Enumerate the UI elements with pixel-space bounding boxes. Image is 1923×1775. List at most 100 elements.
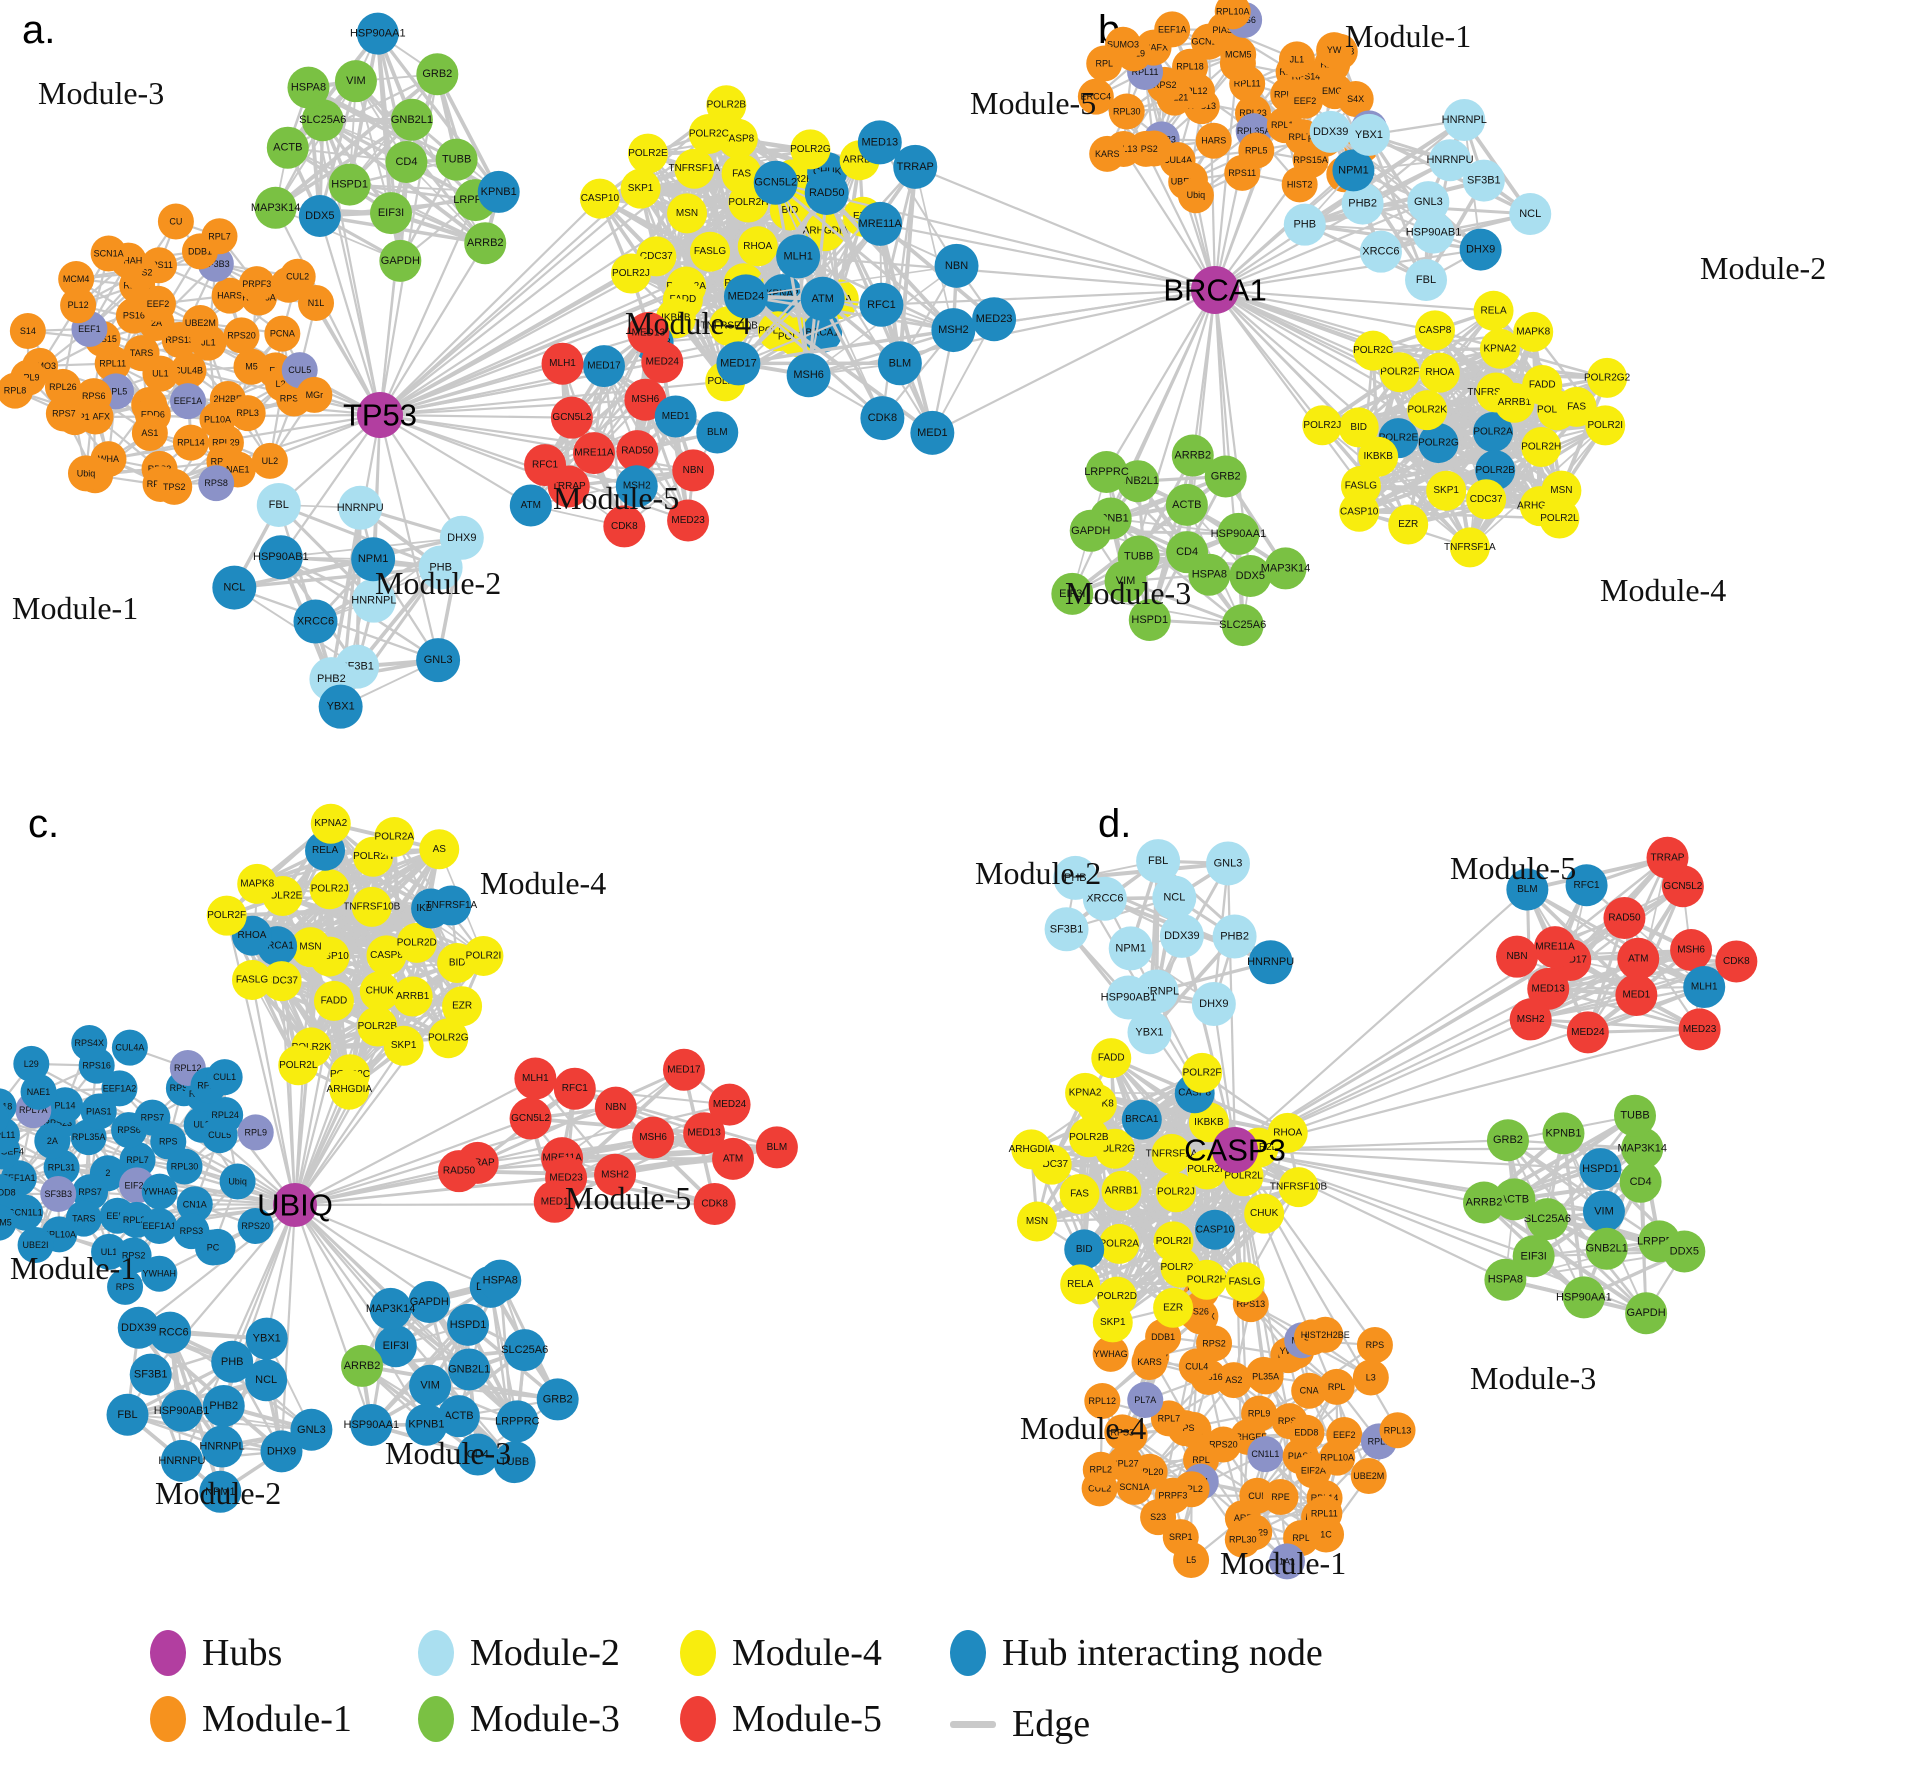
network-node[interactable]: HSP90AA1	[350, 12, 406, 55]
network-node[interactable]: MED1	[654, 395, 697, 438]
node-circle[interactable]	[223, 317, 260, 354]
network-node[interactable]: POLR2A	[1099, 1223, 1140, 1264]
hub-circle[interactable]	[273, 1183, 317, 1227]
node-circle[interactable]	[202, 1385, 245, 1428]
node-circle[interactable]	[60, 287, 97, 324]
network-node[interactable]: Ubiq	[1177, 177, 1214, 214]
network-node[interactable]: VIM	[334, 60, 377, 103]
network-node[interactable]: VIM	[409, 1364, 452, 1407]
network-node[interactable]: XRCC6	[293, 599, 338, 644]
node-circle[interactable]	[1379, 1412, 1416, 1449]
network-node[interactable]: NBN	[1496, 935, 1539, 978]
node-circle[interactable]	[753, 160, 798, 205]
node-circle[interactable]	[0, 372, 34, 409]
node-circle[interactable]	[690, 231, 731, 272]
node-circle[interactable]	[0, 1204, 17, 1241]
network-node[interactable]: RPS20	[223, 317, 260, 354]
node-circle[interactable]	[615, 465, 658, 508]
network-node[interactable]: AS	[419, 829, 460, 870]
node-circle[interactable]	[755, 1126, 798, 1169]
network-node[interactable]: SF3B1	[1462, 159, 1505, 202]
network-node[interactable]: SF3B1	[129, 1353, 172, 1396]
node-circle[interactable]	[1099, 1223, 1140, 1264]
node-circle[interactable]	[627, 133, 668, 174]
network-node[interactable]: GRB2	[1486, 1119, 1529, 1162]
network-node[interactable]: GAPDH	[379, 239, 422, 282]
network-node[interactable]: ARRB2	[341, 1344, 384, 1387]
node-circle[interactable]	[493, 1441, 536, 1484]
network-node[interactable]: MED24	[1566, 1011, 1609, 1054]
node-circle[interactable]	[790, 129, 831, 170]
node-circle[interactable]	[34, 1122, 71, 1159]
network-node[interactable]: HSPA8	[1188, 553, 1231, 596]
node-circle[interactable]	[1108, 93, 1145, 130]
network-node[interactable]: MRE11A	[858, 201, 902, 246]
node-circle[interactable]	[579, 178, 620, 219]
node-circle[interactable]	[111, 1029, 148, 1066]
node-circle[interactable]	[356, 12, 399, 55]
network-node[interactable]: POLR2F	[206, 895, 247, 936]
node-circle[interactable]	[1473, 412, 1514, 453]
node-circle[interactable]	[1101, 1170, 1142, 1211]
node-circle[interactable]	[1614, 1094, 1657, 1137]
node-circle[interactable]	[1206, 841, 1251, 886]
network-node[interactable]: UBE2M	[182, 304, 219, 341]
node-circle[interactable]	[1337, 80, 1374, 117]
node-circle[interactable]	[616, 430, 659, 473]
node-circle[interactable]	[1587, 357, 1628, 398]
network-node[interactable]: BRCA1	[1121, 1099, 1162, 1140]
node-circle[interactable]	[207, 1097, 244, 1134]
node-circle[interactable]	[934, 243, 979, 288]
network-node[interactable]: 2A	[34, 1122, 71, 1159]
node-circle[interactable]	[1484, 1258, 1527, 1301]
network-node[interactable]: RELA	[1473, 290, 1514, 331]
node-circle[interactable]	[1171, 434, 1214, 477]
node-circle[interactable]	[1429, 139, 1472, 182]
network-node[interactable]: BID	[1338, 407, 1379, 448]
node-circle[interactable]	[1288, 1414, 1325, 1451]
network-node[interactable]: HSPA8	[479, 1259, 522, 1302]
node-circle[interactable]	[169, 383, 206, 420]
node-circle[interactable]	[405, 1403, 448, 1446]
node-circle[interactable]	[1307, 1316, 1344, 1353]
network-node[interactable]: CUL2	[279, 258, 316, 295]
network-node[interactable]: PCNA	[264, 315, 301, 352]
network-node[interactable]: MSH6	[1670, 928, 1713, 971]
network-node[interactable]: HSPA8	[1484, 1258, 1527, 1301]
network-node[interactable]: HNRNPL	[199, 1425, 245, 1468]
network-node[interactable]: GNB2L1	[1586, 1227, 1628, 1270]
node-circle[interactable]	[1603, 896, 1646, 939]
node-circle[interactable]	[603, 505, 646, 548]
network-node[interactable]: Ubiq	[219, 1163, 256, 1200]
node-circle[interactable]	[1462, 159, 1505, 202]
node-circle[interactable]	[1509, 192, 1552, 235]
network-node[interactable]: DDX5	[298, 195, 341, 238]
network-node[interactable]: ACTB	[1165, 483, 1208, 526]
node-circle[interactable]	[1177, 177, 1214, 214]
network-node[interactable]: HSPA8	[287, 66, 330, 109]
node-circle[interactable]	[1358, 436, 1399, 477]
node-circle[interactable]	[256, 482, 301, 527]
node-circle[interactable]	[877, 341, 922, 386]
node-circle[interactable]	[182, 304, 219, 341]
network-node[interactable]: RPE	[1262, 1478, 1299, 1515]
node-circle[interactable]	[419, 829, 460, 870]
node-circle[interactable]	[1509, 998, 1552, 1041]
network-node[interactable]: POLR2J	[309, 869, 350, 910]
node-circle[interactable]	[708, 1083, 751, 1126]
network-node[interactable]: ARRB1	[1101, 1170, 1142, 1211]
node-circle[interactable]	[1059, 1173, 1100, 1214]
node-circle[interactable]	[1526, 1198, 1569, 1241]
network-node[interactable]: RPL9	[1241, 1395, 1278, 1432]
network-node[interactable]: POLR2J	[1302, 405, 1343, 446]
node-circle[interactable]	[437, 1395, 480, 1438]
network-node[interactable]: SCN1A	[1116, 1468, 1153, 1505]
network-node[interactable]: KARS	[1089, 135, 1126, 172]
network-node[interactable]: MRE11A	[573, 432, 616, 475]
network-node[interactable]: MCM4	[58, 261, 95, 298]
node-circle[interactable]	[1196, 1325, 1233, 1362]
node-circle[interactable]	[134, 1099, 171, 1136]
network-node[interactable]: YBX1	[1127, 1010, 1172, 1055]
network-node[interactable]: GNL3	[1206, 841, 1251, 886]
network-node[interactable]: MSH6	[632, 1116, 675, 1159]
